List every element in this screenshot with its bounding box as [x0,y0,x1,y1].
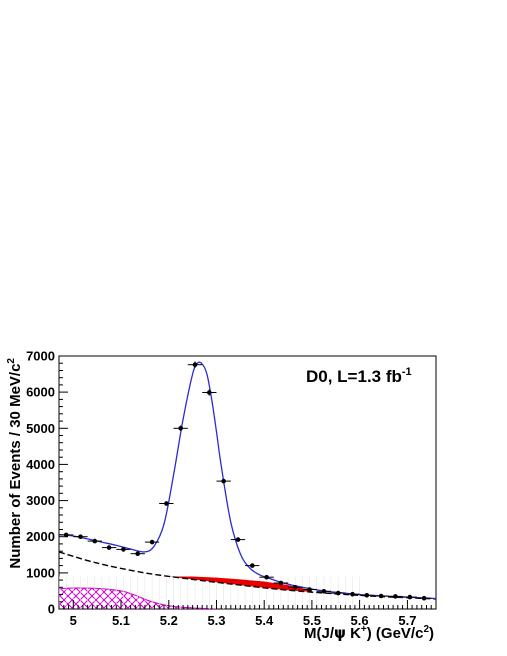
data-marker [335,590,341,596]
x-tick-label: 5.3 [207,613,225,628]
total-fit-curve [59,361,436,600]
data-point [302,587,317,592]
y-tick-label: 5000 [26,421,55,436]
data-marker [178,426,183,431]
data-point [216,478,231,484]
data-point [101,545,117,550]
data-marker [350,591,355,597]
data-marker [393,594,398,599]
data-marker [307,587,312,592]
data-marker [235,537,241,542]
data-point [288,585,303,590]
x-tick-label: 5.6 [351,613,369,628]
magenta-curve [59,587,217,609]
data-marker [121,547,126,552]
data-point [173,425,188,432]
x-tick-label: 5.5 [303,613,321,628]
data-marker [221,478,226,484]
data-point [402,594,417,600]
data-marker [192,362,198,368]
data-point [331,590,346,596]
data-marker [149,539,155,545]
y-tick-label: 3000 [26,493,55,508]
data-point [87,538,102,544]
y-tick-label: 7000 [26,349,55,364]
data-marker [78,534,83,539]
y-tick-label: 2000 [26,529,55,544]
x-axis-label: M(J/ψ K+) (GeV/c2) [304,624,434,642]
data-marker [378,593,384,599]
data-marker [106,545,112,550]
x-tick-label: 5 [70,613,77,628]
data-marker [164,501,169,506]
data-point [59,532,74,538]
data-point [116,547,131,552]
data-marker [135,551,140,556]
data-marker [421,595,427,601]
data-point [416,595,432,601]
plot-frame [58,355,437,610]
y-tick-label: 6000 [26,385,55,400]
data-marker [207,390,212,395]
data-point [202,389,217,396]
data-marker [63,532,69,538]
y-tick-label: 4000 [26,457,55,472]
x-tick-label: 5.2 [160,613,178,628]
background-fit-dashed [59,551,436,600]
x-tick-label: 5.4 [255,613,274,628]
data-point [130,551,145,556]
data-point [245,563,260,568]
data-point [144,539,160,545]
data-point [73,534,88,539]
data-point [187,361,203,368]
x-tick-label: 5.1 [112,613,130,628]
chart-annotation: D0, L=1.3 fb-1 [306,366,412,386]
data-marker [92,538,98,544]
data-marker [321,589,327,594]
data-point [316,589,331,594]
data-point [159,501,174,506]
x-tick-label: 5.7 [398,613,416,628]
data-marker [278,580,284,586]
data-point [259,574,274,580]
y-tick-label: 0 [48,602,55,617]
y-axis-label: Number of Events / 30 MeV/c2 [6,358,24,569]
data-point [345,591,360,597]
data-point [388,594,403,599]
data-marker [264,574,269,580]
y-tick-label: 1000 [26,565,55,580]
data-marker [292,585,298,590]
data-point [230,537,246,542]
data-marker [407,594,413,600]
data-point [359,593,374,598]
data-marker [364,593,370,598]
data-marker [250,563,255,568]
data-point [374,593,389,599]
data-point [273,580,289,586]
